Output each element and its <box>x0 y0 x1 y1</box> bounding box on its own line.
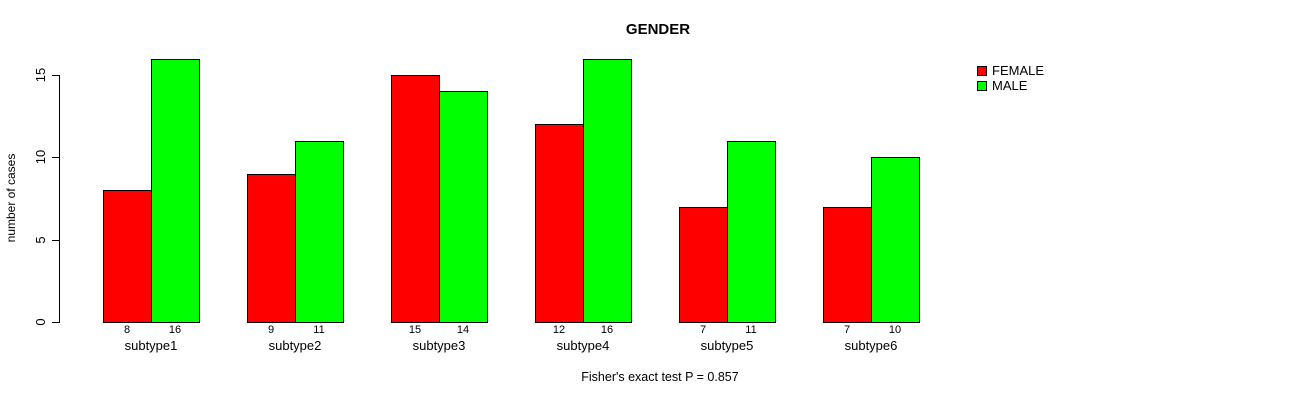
category-label: subtype4 <box>556 338 610 353</box>
bar-female-subtype2 <box>247 174 296 323</box>
bar-male-subtype1 <box>151 59 200 323</box>
bar-male-subtype2 <box>295 141 344 323</box>
bar-male-subtype3 <box>439 91 488 323</box>
bar-female-subtype1 <box>103 190 152 323</box>
bar-value-label: 7 <box>843 324 851 336</box>
bar-female-subtype6 <box>823 207 872 323</box>
legend-item-female: FEMALE <box>977 63 1044 78</box>
bar-value-label: 7 <box>699 324 707 336</box>
legend-item-male: MALE <box>977 78 1044 93</box>
bar-female-subtype3 <box>391 75 440 323</box>
footer-annotation: Fisher's exact test P = 0.857 <box>581 370 739 384</box>
bar-male-subtype5 <box>727 141 776 323</box>
category-label: subtype5 <box>700 338 754 353</box>
bar-value-label: 10 <box>888 324 902 336</box>
bar-female-subtype5 <box>679 207 728 323</box>
legend-swatch-female <box>977 65 987 76</box>
bar-value-label: 8 <box>123 324 131 336</box>
bar-male-subtype6 <box>871 157 920 323</box>
y-axis-tick <box>52 75 59 76</box>
bar-male-subtype4 <box>583 59 632 323</box>
y-axis-tick-label: 10 <box>33 149 48 165</box>
bar-value-label: 11 <box>313 324 325 336</box>
y-axis-tick-label: 5 <box>33 236 48 244</box>
bar-value-label: 14 <box>456 324 470 336</box>
y-axis-tick-label: 15 <box>33 67 48 83</box>
legend-label: MALE <box>992 78 1028 93</box>
category-label: subtype6 <box>844 338 898 353</box>
y-axis-tick <box>52 322 59 323</box>
bar-value-label: 11 <box>745 324 757 336</box>
chart-title: GENDER <box>625 21 691 38</box>
category-label: subtype3 <box>412 338 466 353</box>
category-label: subtype2 <box>268 338 322 353</box>
y-axis-tick-label: 0 <box>33 318 48 326</box>
y-axis-line <box>59 75 60 323</box>
bar-female-subtype4 <box>535 124 584 323</box>
bar-value-label: 16 <box>168 324 182 336</box>
legend: FEMALE MALE <box>977 63 1044 93</box>
bar-value-label: 16 <box>600 324 614 336</box>
category-label: subtype1 <box>124 338 178 353</box>
y-axis-tick <box>52 157 59 158</box>
bar-value-label: 15 <box>408 324 422 336</box>
y-axis-tick <box>52 240 59 241</box>
legend-label: FEMALE <box>992 63 1045 78</box>
bar-value-label: 12 <box>552 324 566 336</box>
bar-value-label: 9 <box>267 324 275 336</box>
legend-swatch-male <box>977 80 987 91</box>
y-axis-label: number of cases <box>4 153 18 243</box>
